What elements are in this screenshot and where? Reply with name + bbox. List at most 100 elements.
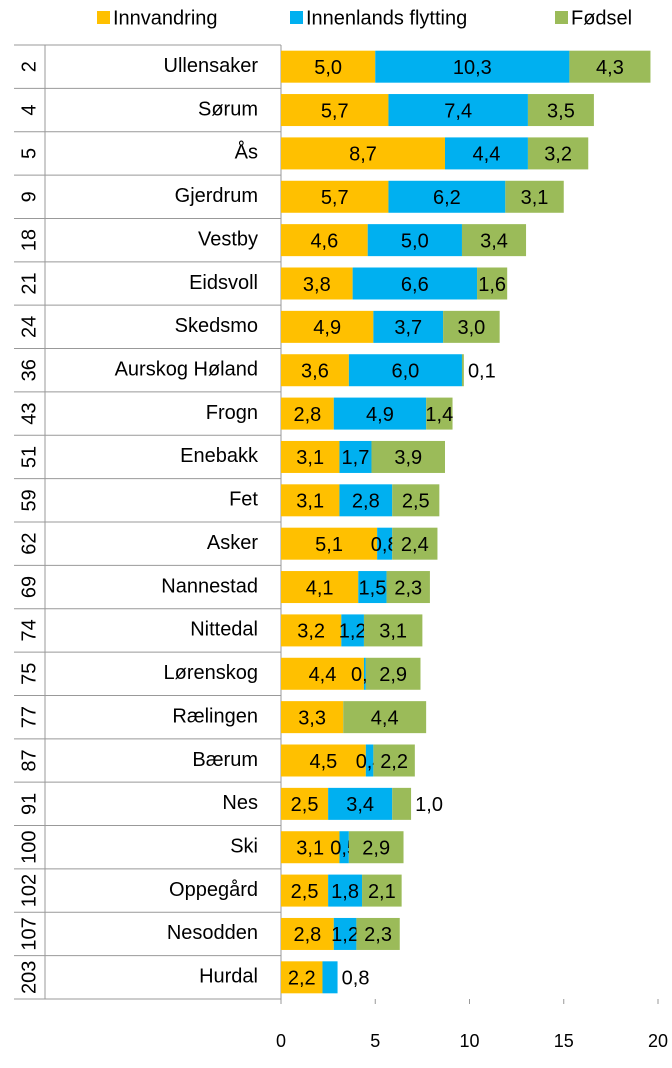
value-label: 6,0 [392, 361, 420, 383]
bar-segment [352, 267, 478, 300]
bar-segment [281, 527, 378, 560]
bar-segment [367, 224, 462, 257]
category-label: Aurskog Høland [115, 359, 258, 381]
category-label: Nes [222, 792, 258, 814]
rank-label: 62 [18, 533, 40, 555]
category-label: Ås [235, 141, 258, 164]
x-tick-label: 15 [554, 1031, 574, 1051]
value-label: 2,8 [293, 404, 321, 426]
legend-label: Innvandring [113, 7, 218, 29]
bar-segment [365, 657, 421, 690]
value-label: 4,4 [371, 707, 399, 729]
value-label: 3,7 [394, 317, 422, 339]
x-tick-label: 20 [648, 1031, 668, 1051]
category-label: Ski [230, 836, 258, 858]
value-label: 3,2 [297, 621, 325, 643]
bar-segment [392, 484, 440, 517]
bar-segment [281, 787, 329, 820]
value-label: 4,9 [366, 404, 394, 426]
bar-segment [281, 657, 364, 690]
bar-segment [281, 744, 366, 777]
bar-segment [328, 874, 363, 907]
bar-segment [392, 527, 438, 560]
value-label: 2,9 [379, 664, 407, 686]
value-label: 6,2 [433, 187, 461, 209]
bar-segment [348, 354, 462, 387]
category-label: Sørum [198, 98, 258, 120]
bar-segment [328, 787, 393, 820]
value-label: 4,6 [310, 230, 338, 252]
bar-segment [281, 397, 334, 430]
value-label: 7,4 [444, 100, 472, 122]
bar-segment [281, 440, 340, 473]
value-label: 2,5 [291, 881, 319, 903]
category-label: Fet [229, 489, 258, 511]
category-label: Nesodden [167, 922, 258, 944]
category-label: Hurdal [199, 966, 258, 988]
rank-label: 74 [18, 619, 40, 641]
value-label: 5,1 [315, 534, 343, 556]
value-label: 3,9 [394, 447, 422, 469]
bar-segment [569, 50, 651, 83]
bar-segment [388, 180, 506, 213]
value-label: 3,1 [296, 838, 324, 860]
value-label: 0,1 [468, 361, 496, 383]
bar-segment [477, 267, 508, 300]
value-label: 2,8 [352, 491, 380, 513]
bar-segment [281, 180, 389, 213]
rank-label: 2 [18, 61, 40, 72]
value-label: 3,6 [301, 361, 329, 383]
value-label: 1,4 [425, 404, 453, 426]
value-label: 2,8 [293, 924, 321, 946]
bar-segment [281, 917, 334, 950]
rank-label: 102 [18, 874, 40, 907]
rank-label: 203 [18, 961, 40, 994]
rank-label: 91 [18, 793, 40, 815]
bar-segment [363, 657, 366, 690]
x-tick-label: 10 [459, 1031, 479, 1051]
bar-segment [281, 701, 344, 734]
bar-segment [281, 571, 359, 604]
bar-segment [343, 701, 427, 734]
rank-label: 100 [18, 831, 40, 864]
bar-segment [348, 831, 404, 864]
value-label: 1,7 [342, 447, 370, 469]
bar-segment [281, 484, 340, 517]
value-label: 3,4 [480, 230, 508, 252]
value-label: 3,1 [521, 187, 549, 209]
bar-segment [505, 180, 564, 213]
category-label: Gjerdrum [175, 185, 258, 207]
value-label: 2,5 [291, 794, 319, 816]
value-label: 1,6 [478, 274, 506, 296]
value-label: 5,0 [401, 230, 429, 252]
bar-segment [339, 440, 372, 473]
bar-segment [443, 310, 500, 343]
bar-segment [281, 50, 376, 83]
category-label: Asker [207, 532, 258, 554]
bar-segment [322, 961, 338, 994]
bar-segment [281, 961, 323, 994]
value-label: 3,4 [346, 794, 374, 816]
category-label: Enebakk [180, 445, 259, 467]
value-label: 2,9 [362, 838, 390, 860]
category-label: Oppegård [169, 879, 258, 901]
value-label: 4,3 [596, 57, 624, 79]
bar-segment [371, 440, 445, 473]
rank-label: 36 [18, 359, 40, 381]
value-label: 10,3 [453, 57, 492, 79]
value-label: 3,2 [544, 144, 572, 166]
value-label: 3,0 [457, 317, 485, 339]
bar-segment [281, 874, 329, 907]
bar-segment [281, 831, 340, 864]
bar-segment [527, 137, 589, 170]
rank-label: 77 [18, 706, 40, 728]
bar-segment [375, 50, 570, 83]
rank-label: 5 [18, 148, 40, 159]
bar-segment [333, 397, 427, 430]
rank-label: 87 [18, 749, 40, 771]
value-label: 3,1 [296, 447, 324, 469]
bar-segment [356, 917, 400, 950]
value-label: 3,3 [298, 707, 326, 729]
value-label: 2,5 [402, 491, 430, 513]
rank-label: 9 [18, 191, 40, 202]
